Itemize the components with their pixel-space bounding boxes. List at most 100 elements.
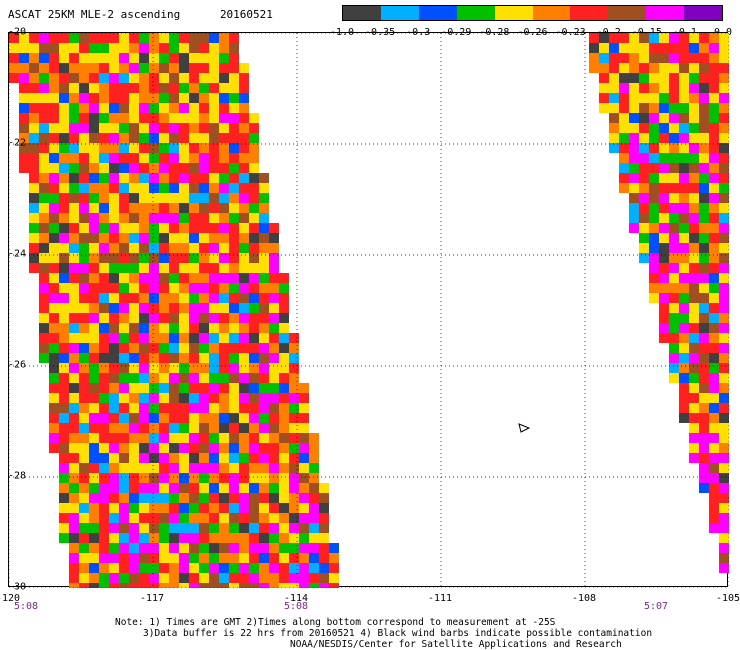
wind-cell xyxy=(299,443,309,453)
wind-cell xyxy=(19,73,29,83)
wind-cell xyxy=(119,153,129,163)
wind-cell xyxy=(299,473,309,483)
wind-cell xyxy=(219,203,229,213)
wind-cell xyxy=(159,153,169,163)
wind-cell xyxy=(659,163,669,173)
wind-cell xyxy=(689,53,699,63)
wind-cell xyxy=(99,403,109,413)
wind-cell xyxy=(69,133,79,143)
wind-cell xyxy=(179,293,189,303)
wind-cell xyxy=(19,123,29,133)
wind-cell xyxy=(279,563,289,573)
wind-cell xyxy=(259,573,269,583)
wind-cell xyxy=(609,103,619,113)
wind-cell xyxy=(99,273,109,283)
colorbar-swatch xyxy=(608,6,647,20)
wind-cell xyxy=(639,33,649,43)
wind-cell xyxy=(209,133,219,143)
wind-cell xyxy=(279,403,289,413)
wind-cell xyxy=(89,513,99,523)
wind-cell xyxy=(699,163,709,173)
wind-cell xyxy=(179,333,189,343)
wind-cell xyxy=(259,283,269,293)
wind-cell xyxy=(229,183,239,193)
wind-cell xyxy=(209,233,219,243)
wind-cell xyxy=(649,133,659,143)
wind-cell xyxy=(109,463,119,473)
wind-cell xyxy=(719,353,729,363)
wind-cell xyxy=(259,553,269,563)
wind-cell xyxy=(679,63,689,73)
wind-cell xyxy=(239,513,249,523)
wind-cell xyxy=(49,153,59,163)
wind-cell xyxy=(229,463,239,473)
wind-cell xyxy=(39,113,49,123)
wind-cell xyxy=(189,93,199,103)
wind-cell xyxy=(709,383,719,393)
wind-cell xyxy=(89,343,99,353)
wind-cell xyxy=(679,183,689,193)
wind-cell xyxy=(239,373,249,383)
wind-cell xyxy=(89,253,99,263)
wind-cell xyxy=(669,303,679,313)
wind-cell xyxy=(109,563,119,573)
wind-cell xyxy=(199,553,209,563)
wind-cell xyxy=(239,433,249,443)
wind-cell xyxy=(239,523,249,533)
wind-cell xyxy=(259,173,269,183)
wind-cell xyxy=(79,543,89,553)
wind-cell xyxy=(189,203,199,213)
wind-cell xyxy=(639,113,649,123)
wind-cell xyxy=(219,193,229,203)
wind-cell xyxy=(189,143,199,153)
wind-cell xyxy=(179,83,189,93)
wind-cell xyxy=(109,293,119,303)
wind-cell xyxy=(139,433,149,443)
wind-cell xyxy=(249,573,259,583)
wind-cell xyxy=(149,493,159,503)
wind-cell xyxy=(59,113,69,123)
wind-cell xyxy=(169,393,179,403)
wind-cell xyxy=(229,413,239,423)
wind-cell xyxy=(119,493,129,503)
wind-cell xyxy=(289,553,299,563)
wind-cell xyxy=(109,143,119,153)
wind-cell xyxy=(279,503,289,513)
wind-cell xyxy=(29,93,39,103)
wind-cell xyxy=(79,573,89,583)
wind-cell xyxy=(59,303,69,313)
wind-cell xyxy=(169,153,179,163)
wind-cell xyxy=(129,133,139,143)
wind-cell xyxy=(109,93,119,103)
wind-cell xyxy=(229,33,239,43)
wind-cell xyxy=(709,483,719,493)
wind-cell xyxy=(179,163,189,173)
wind-cell xyxy=(629,193,639,203)
wind-cell xyxy=(219,433,229,443)
wind-cell xyxy=(69,373,79,383)
wind-cell xyxy=(159,73,169,83)
wind-cell xyxy=(169,443,179,453)
wind-cell xyxy=(689,303,699,313)
wind-cell xyxy=(29,173,39,183)
colorbar-swatch xyxy=(570,6,609,20)
wind-cell xyxy=(639,213,649,223)
wind-cell xyxy=(99,583,109,593)
wind-cell xyxy=(629,93,639,103)
wind-cell xyxy=(99,523,109,533)
wind-cell xyxy=(269,563,279,573)
wind-cell xyxy=(89,543,99,553)
wind-cell xyxy=(189,343,199,353)
wind-cell xyxy=(149,173,159,183)
wind-cell xyxy=(289,533,299,543)
wind-cell xyxy=(649,123,659,133)
wind-cell xyxy=(179,153,189,163)
wind-cell xyxy=(709,403,719,413)
wind-cell xyxy=(129,33,139,43)
wind-cell xyxy=(289,353,299,363)
wind-cell xyxy=(209,333,219,343)
wind-cell xyxy=(179,493,189,503)
wind-cell xyxy=(649,203,659,213)
wind-cell xyxy=(99,183,109,193)
wind-cell xyxy=(109,33,119,43)
